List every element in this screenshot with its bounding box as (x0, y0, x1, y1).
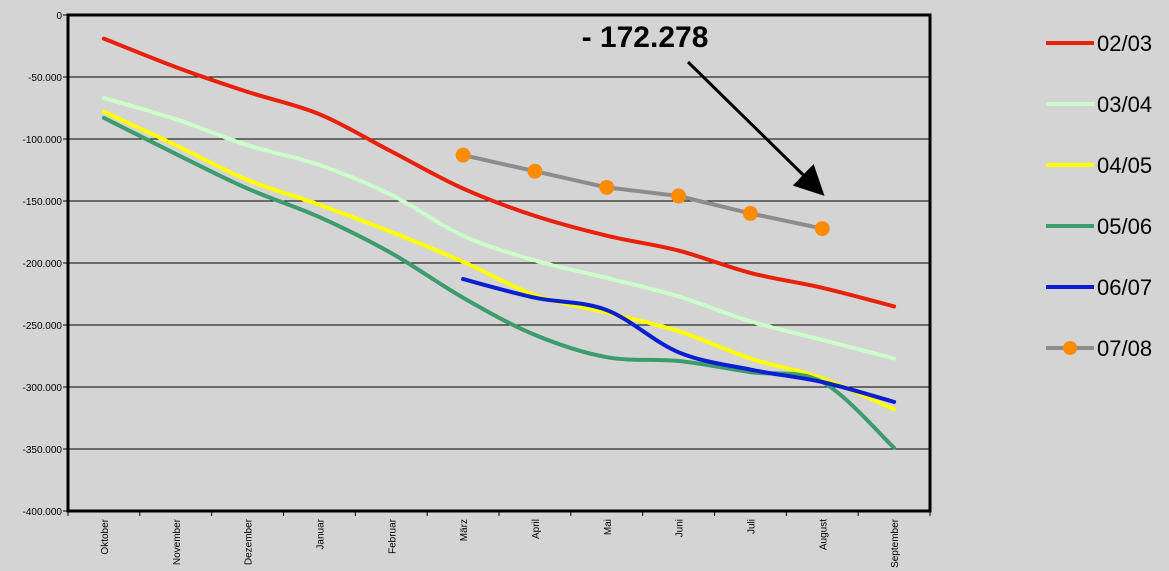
data-point-07-08 (599, 179, 615, 195)
series-line-03-04 (101, 96, 897, 361)
x-tick-label: November (172, 518, 183, 565)
y-tick-label: -350.000 (23, 445, 63, 456)
x-tick-label: April (531, 519, 542, 539)
data-point-07-08 (671, 188, 687, 204)
legend: 02/03 03/04 04/05 05/06 06/07 07/08 (1046, 31, 1152, 361)
legend-label: 05/06 (1097, 214, 1152, 239)
x-tick-label: Dezember (244, 518, 255, 565)
x-tick-label: September (890, 518, 901, 568)
gridlines (68, 76, 930, 450)
series-line-04-05 (101, 109, 897, 412)
y-tick-label: -150.000 (23, 197, 63, 208)
x-tick-label: Oktober (100, 518, 111, 554)
data-point-07-08 (814, 221, 830, 237)
x-tick-label: Februar (387, 518, 398, 554)
series-lines (101, 36, 897, 450)
x-tick-label: März (459, 519, 470, 541)
legend-label: 02/03 (1097, 31, 1152, 56)
x-axis: Oktober November Dezember Januar Februar März… (67, 511, 931, 568)
x-tick-label: Juni (675, 519, 686, 537)
series-line-06-07 (461, 277, 897, 404)
data-point-07-08 (455, 147, 471, 163)
y-axis: 0 -50.000 -100.000 -150.000 -200.000 -250.000… (23, 11, 68, 518)
legend-label: 03/04 (1097, 92, 1152, 117)
y-tick-label: -250.000 (23, 321, 63, 332)
y-tick-label: -100.000 (23, 135, 63, 146)
legend-label: 07/08 (1097, 336, 1152, 361)
series-line-07-08 (461, 153, 825, 231)
x-tick-label: Juli (746, 519, 757, 534)
annotation-arrow (686, 60, 825, 196)
x-tick-label: Mai (603, 519, 614, 535)
plot-border (66, 13, 932, 513)
y-tick-label: -300.000 (23, 383, 63, 394)
annotation-label: - 172.278 (582, 21, 709, 54)
y-tick-label: -200.000 (23, 259, 63, 270)
legend-marker (1063, 341, 1077, 355)
y-tick-label: -400.000 (23, 507, 63, 518)
y-tick-label: -50.000 (28, 73, 62, 84)
data-point-07-08 (742, 205, 758, 221)
annotations: - 172.278 (582, 21, 825, 196)
x-tick-label: Januar (315, 518, 326, 549)
series-line-02-03 (101, 36, 897, 309)
x-tick-label: August (818, 519, 829, 550)
data-point-07-08 (527, 163, 543, 179)
legend-label: 06/07 (1097, 275, 1152, 300)
legend-label: 04/05 (1097, 153, 1152, 178)
y-tick-label: 0 (56, 11, 62, 22)
